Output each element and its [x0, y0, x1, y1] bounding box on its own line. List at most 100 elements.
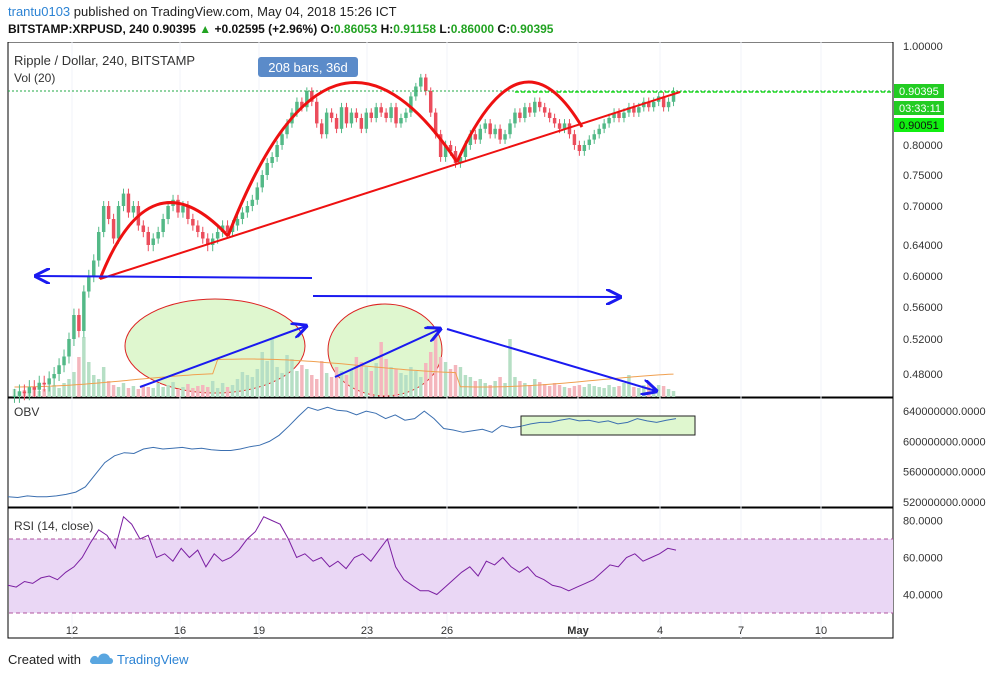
volume-bar [513, 377, 517, 397]
volume-bar [92, 375, 96, 397]
candle-body [334, 118, 339, 129]
price-tick-label: 0.75000 [903, 170, 943, 182]
candle-body [101, 206, 106, 232]
volume-ma-line [14, 358, 674, 388]
candle-body [181, 206, 185, 213]
volume-bar [656, 385, 661, 397]
high-label: H: [380, 22, 394, 36]
price-tick-label: 0.56000 [903, 302, 943, 314]
volume-bar [562, 387, 567, 397]
candle-body [166, 206, 170, 219]
candle-body [141, 225, 146, 232]
volume-bar [126, 388, 131, 397]
time-tick-label: 26 [441, 625, 453, 637]
obv-tick-label: 600000000.0000 [903, 436, 986, 448]
volume-bar [404, 375, 408, 397]
volume-bar [82, 337, 86, 397]
candle-body [508, 123, 512, 135]
candle-body [22, 391, 27, 394]
price-tick-label: 0.64000 [903, 240, 943, 252]
volume-bar [116, 387, 121, 397]
prev-price-badge: 0.90051 [899, 120, 939, 132]
volume-bar [433, 335, 438, 397]
volume-bar [473, 381, 478, 397]
candle-body [513, 112, 517, 124]
publish-info: published on TradingView.com, May 04, 20… [73, 4, 397, 19]
candle-body [161, 219, 165, 232]
candle-body [374, 107, 378, 118]
candle-body [602, 123, 606, 129]
candle-body [647, 101, 651, 108]
candle-body [344, 107, 349, 124]
candle-body [240, 212, 245, 219]
arrow-volume-2 [334, 329, 440, 378]
volume-bar [146, 387, 151, 397]
candle-body [478, 128, 483, 140]
candle-body [617, 112, 621, 118]
candle-body [310, 91, 314, 102]
close-label: C: [497, 22, 511, 36]
volume-bar [349, 369, 354, 397]
volume-bar [379, 342, 383, 397]
candle-body [96, 232, 101, 261]
volume-bar [458, 367, 463, 397]
candle-body [523, 107, 527, 118]
volume-bar [448, 369, 453, 397]
volume-bar [463, 375, 468, 397]
volume-bar [607, 385, 611, 397]
volume-bar [533, 379, 537, 397]
candle-body [498, 128, 502, 140]
candle-body [587, 139, 592, 145]
price-tick-label: 0.80000 [903, 140, 943, 152]
candle-body [384, 112, 388, 118]
obv-tick-label: 560000000.0000 [903, 467, 986, 479]
candle-body [443, 145, 448, 157]
volume-bar [364, 367, 369, 397]
volume-bar [166, 385, 170, 397]
tradingview-link[interactable]: TradingView [117, 652, 189, 667]
candle-body [230, 225, 235, 232]
candle-body [438, 134, 443, 157]
volume-bar [87, 362, 91, 397]
candle-body [32, 387, 37, 390]
author-link[interactable]: trantu0103 [8, 4, 71, 19]
candle-body [146, 232, 151, 245]
volume-bar [612, 387, 616, 397]
candle-body [433, 112, 438, 135]
candle-body [428, 91, 433, 113]
volume-bar [582, 387, 587, 397]
trend-line [99, 91, 681, 280]
candle-body [493, 128, 497, 135]
candle-body [577, 145, 582, 151]
volume-highlight-ellipse-1 [124, 298, 306, 394]
volume-bar [255, 369, 260, 397]
candle-body [632, 107, 636, 113]
volume-bar [637, 388, 641, 397]
arrow-volume-1 [139, 326, 306, 388]
volume-bar [399, 373, 403, 397]
volume-bar [602, 388, 606, 397]
bars-range-text: 208 bars, 36d [268, 60, 348, 75]
candle-body [196, 225, 200, 232]
time-tick-label: 4 [657, 625, 663, 637]
volume-bar [592, 386, 596, 397]
volume-bar [161, 387, 165, 397]
time-tick-label: 10 [815, 625, 827, 637]
candle-body [176, 199, 180, 213]
volume-bar [334, 367, 339, 397]
volume-bar [270, 339, 274, 397]
candle-body [518, 112, 522, 118]
candle-body [389, 107, 393, 118]
volume-bar [394, 369, 398, 397]
chart-canvas[interactable]: Ripple / Dollar, 240, BITSTAMP Vol (20) … [0, 42, 995, 644]
candle-body [354, 112, 359, 118]
candle-body [57, 365, 61, 374]
candle-body [319, 123, 324, 135]
time-tick-label: 7 [738, 625, 744, 637]
price-tick-label: 0.48000 [903, 369, 943, 381]
candle-body [399, 118, 403, 124]
candle-body [305, 91, 309, 108]
volume-bar [528, 385, 532, 397]
arc-2 [226, 81, 459, 237]
volume-label: Vol (20) [14, 71, 55, 85]
